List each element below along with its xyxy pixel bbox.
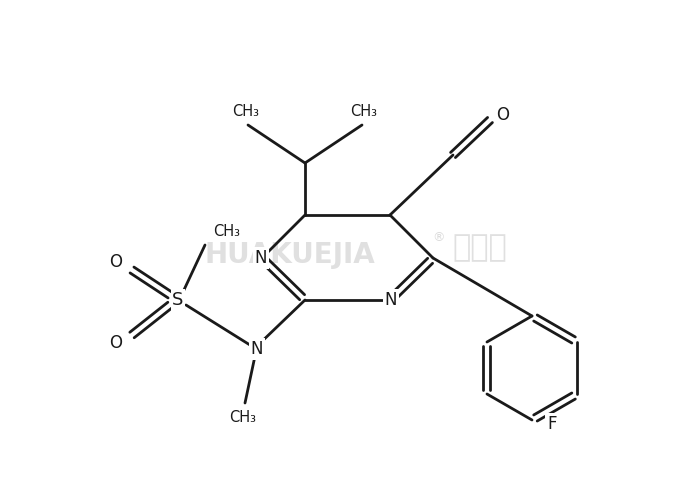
Text: S: S	[173, 291, 184, 309]
Text: F: F	[547, 415, 557, 433]
Text: O: O	[496, 106, 509, 124]
Text: N: N	[251, 340, 263, 358]
Text: O: O	[109, 334, 122, 352]
Text: N: N	[385, 291, 397, 309]
Text: O: O	[109, 253, 122, 271]
Text: 化学加: 化学加	[452, 233, 507, 262]
Text: CH₃: CH₃	[351, 103, 377, 118]
Text: HUAKUEJIA: HUAKUEJIA	[205, 241, 375, 269]
Text: CH₃: CH₃	[232, 103, 260, 118]
Text: CH₃: CH₃	[230, 410, 257, 424]
Text: ®: ®	[432, 231, 444, 244]
Text: CH₃: CH₃	[214, 224, 241, 239]
Text: N: N	[255, 249, 267, 267]
